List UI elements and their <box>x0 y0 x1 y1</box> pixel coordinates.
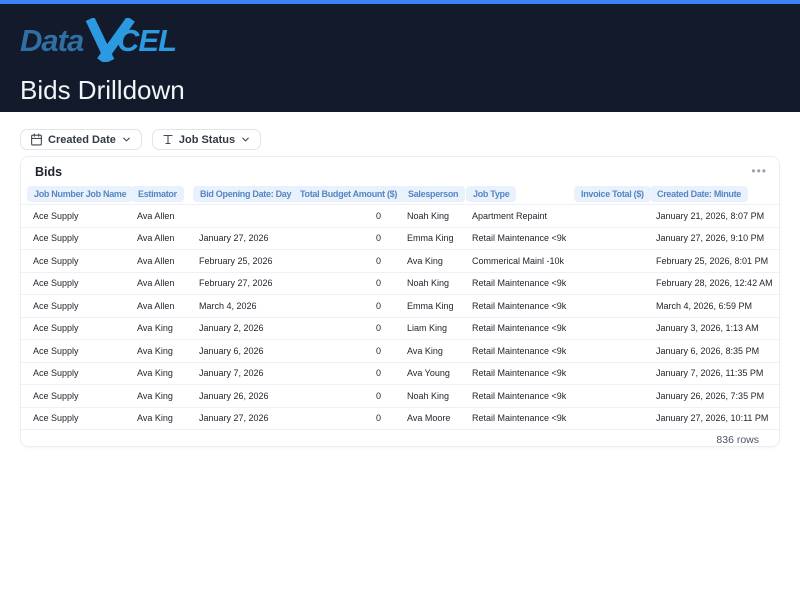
svg-text:CEL: CEL <box>117 23 176 58</box>
svg-text:Data: Data <box>20 23 84 58</box>
